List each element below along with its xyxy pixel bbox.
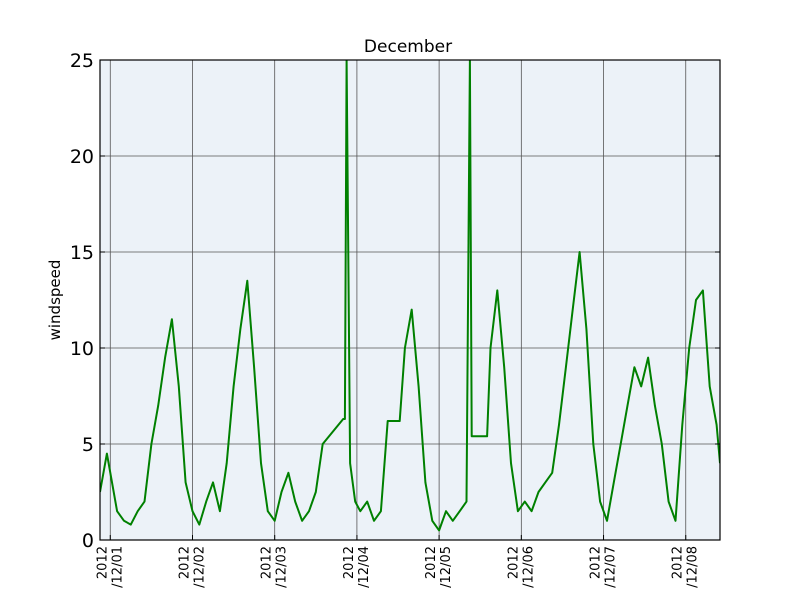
- x-tick-label-date: /12/05: [439, 546, 454, 588]
- x-tick-label: 2012/12/03: [260, 546, 290, 588]
- x-tick-label: 2012/12/06: [506, 546, 536, 588]
- x-tick-label: 2012/12/05: [424, 546, 454, 588]
- x-axis-ticks: 2012/12/01 2012/12/02 2012/12/03 2012/12/04…: [95, 535, 701, 588]
- chart-title: December: [364, 37, 452, 57]
- x-tick-label-date: /12/03: [275, 546, 290, 588]
- y-tick-label: 5: [82, 434, 94, 456]
- x-tick-label-year: 2012: [177, 546, 192, 579]
- x-tick-label-year: 2012: [95, 546, 110, 579]
- x-tick-label-year: 2012: [260, 546, 275, 579]
- plot-area: [100, 60, 720, 540]
- y-axis-ticks: 0 5 10 15 20 25: [70, 50, 720, 552]
- x-tick-label-year: 2012: [589, 546, 604, 579]
- x-tick-label-year: 2012: [342, 546, 357, 579]
- y-tick-label: 0: [82, 530, 94, 552]
- x-tick-label: 2012/12/04: [342, 546, 372, 588]
- x-tick-label-date: /12/02: [192, 546, 207, 588]
- x-tick-label-date: /12/07: [604, 546, 619, 588]
- x-tick-label: 2012/12/01: [95, 546, 125, 588]
- x-tick-label-year: 2012: [671, 546, 686, 579]
- x-tick-label-date: /12/06: [521, 546, 536, 588]
- y-tick-label: 15: [70, 242, 94, 264]
- x-tick-label-date: /12/04: [357, 546, 372, 588]
- grid-lines: [100, 60, 720, 540]
- y-tick-label: 10: [70, 338, 94, 360]
- series-line-0: [100, 60, 720, 532]
- x-tick-label-year: 2012: [506, 546, 521, 579]
- y-tick-label: 25: [70, 50, 94, 72]
- x-tick-label-date: /12/08: [686, 546, 701, 588]
- series-layer: [100, 60, 720, 532]
- x-tick-label-year: 2012: [424, 546, 439, 579]
- plot-frame: [99, 59, 721, 541]
- x-tick-label: 2012/12/08: [671, 546, 701, 588]
- y-tick-label: 20: [70, 146, 94, 168]
- x-tick-label: 2012/12/02: [177, 546, 207, 588]
- x-tick-label: 2012/12/07: [589, 546, 619, 588]
- y-axis-label: windspeed: [46, 260, 64, 341]
- x-tick-label-date: /12/01: [110, 546, 125, 588]
